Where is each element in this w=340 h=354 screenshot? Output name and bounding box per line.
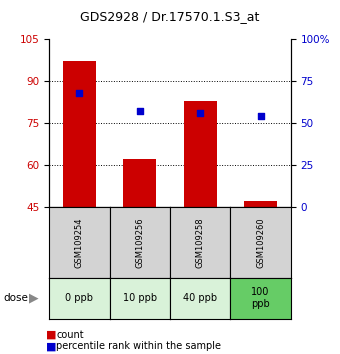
Bar [123, 159, 156, 207]
Point [198, 110, 203, 116]
Bar [244, 201, 277, 207]
Text: 0 ppb: 0 ppb [66, 293, 94, 303]
Text: 40 ppb: 40 ppb [183, 293, 217, 303]
Text: GSM109256: GSM109256 [135, 217, 144, 268]
Text: GSM109254: GSM109254 [75, 217, 84, 268]
Point [258, 113, 263, 119]
Text: ■: ■ [46, 341, 56, 351]
Text: 100
ppb: 100 ppb [251, 287, 270, 309]
Text: GSM109258: GSM109258 [196, 217, 205, 268]
Text: GSM109260: GSM109260 [256, 217, 265, 268]
Bar [184, 101, 217, 207]
Text: 10 ppb: 10 ppb [123, 293, 157, 303]
Text: percentile rank within the sample: percentile rank within the sample [56, 341, 221, 351]
Point [77, 90, 82, 96]
Point [137, 108, 142, 114]
Text: ▶: ▶ [29, 292, 38, 305]
Text: GDS2928 / Dr.17570.1.S3_at: GDS2928 / Dr.17570.1.S3_at [80, 10, 260, 23]
Bar [63, 61, 96, 207]
Text: ■: ■ [46, 330, 56, 339]
Text: dose: dose [3, 293, 28, 303]
Text: count: count [56, 330, 84, 339]
